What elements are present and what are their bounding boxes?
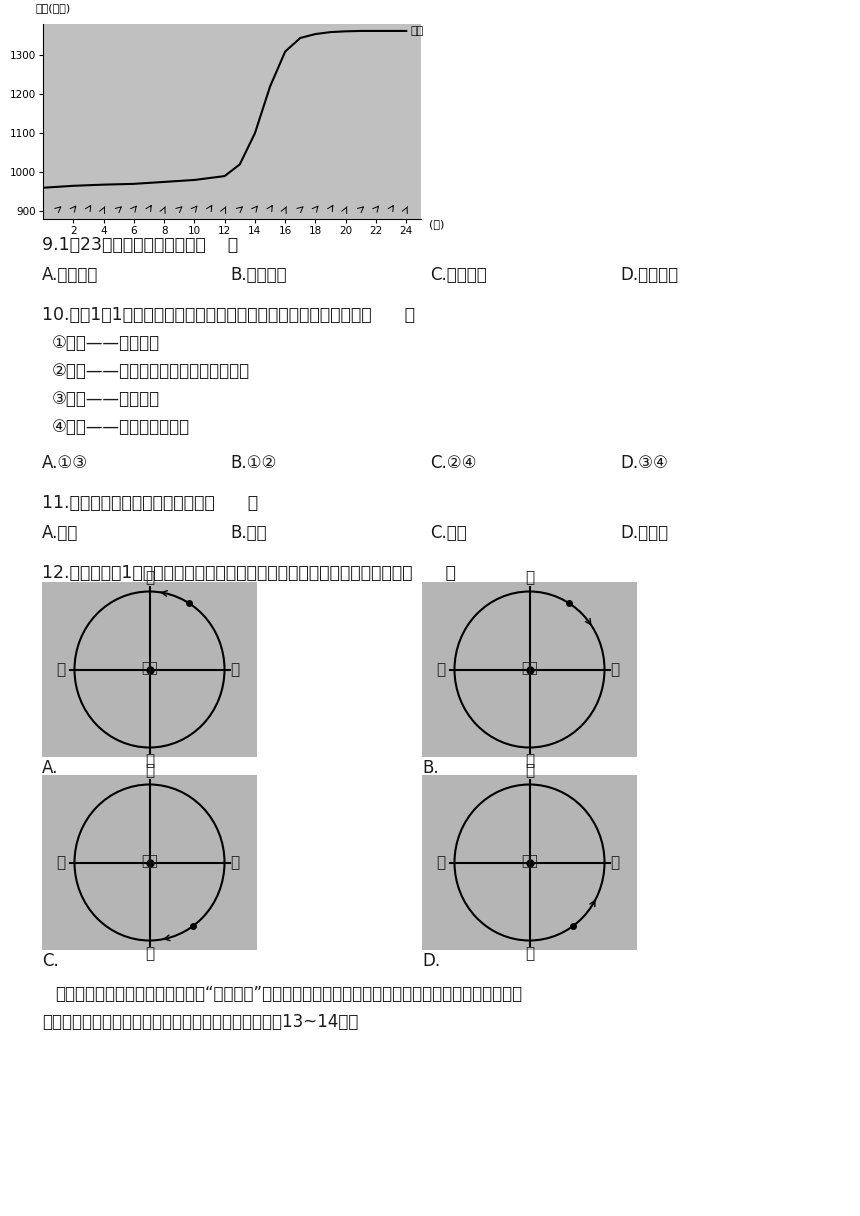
Text: 东: 东 bbox=[611, 662, 619, 677]
Text: 北: 北 bbox=[145, 570, 154, 585]
Text: 小镇: 小镇 bbox=[141, 662, 158, 676]
Text: A.南高北低: A.南高北低 bbox=[42, 266, 98, 285]
Text: B.暖锋: B.暖锋 bbox=[230, 524, 267, 542]
Text: C.: C. bbox=[42, 952, 58, 970]
FancyBboxPatch shape bbox=[422, 582, 637, 758]
Text: C.②④: C.②④ bbox=[430, 454, 476, 472]
Text: 西: 西 bbox=[436, 662, 445, 677]
Text: 11.过境该小镇的天气系统可能是（      ）: 11.过境该小镇的天气系统可能是（ ） bbox=[42, 494, 258, 512]
Text: A.冷锋: A.冷锋 bbox=[42, 524, 78, 542]
Text: ④大雾——慢行，小心驾驶: ④大雾——慢行，小心驾驶 bbox=[52, 418, 190, 437]
Text: B.: B. bbox=[422, 759, 439, 777]
Text: 南: 南 bbox=[145, 754, 154, 769]
Text: 东: 东 bbox=[611, 855, 619, 869]
Text: 12.小明绘制了1月份小镇日出方位及其变动方向示意图，其中正确的一幅是（      ）: 12.小明绘制了1月份小镇日出方位及其变动方向示意图，其中正确的一幅是（ ） bbox=[42, 564, 456, 582]
Text: 北: 北 bbox=[525, 764, 534, 778]
Text: B.①②: B.①② bbox=[230, 454, 276, 472]
Text: 西: 西 bbox=[56, 855, 65, 869]
FancyBboxPatch shape bbox=[42, 582, 257, 758]
Text: 10.推测1月1日定当地气象局提示该镇居民应对气象灾害预警包括（      ）: 10.推测1月1日定当地气象局提示该镇居民应对气象灾害预警包括（ ） bbox=[42, 306, 415, 323]
Text: 9.1月23日小镇附近的气压场（    ）: 9.1月23日小镇附近的气压场（ ） bbox=[42, 236, 238, 254]
Text: 北: 北 bbox=[145, 764, 154, 778]
Text: D.: D. bbox=[422, 952, 440, 970]
Text: (时): (时) bbox=[429, 219, 445, 229]
Text: 南: 南 bbox=[145, 946, 154, 962]
Text: 西: 西 bbox=[436, 855, 445, 869]
FancyBboxPatch shape bbox=[42, 775, 257, 950]
Text: ①寒潮——防寒保暖: ①寒潮——防寒保暖 bbox=[52, 334, 160, 351]
Text: ③暴雨——道路湿滑: ③暴雨——道路湿滑 bbox=[52, 390, 160, 409]
Text: D.③④: D.③④ bbox=[620, 454, 668, 472]
Text: 南: 南 bbox=[525, 754, 534, 769]
Text: 小镇: 小镇 bbox=[141, 855, 158, 868]
Text: A.: A. bbox=[42, 759, 58, 777]
Text: 气压(百帕): 气压(百帕) bbox=[35, 2, 71, 12]
Text: D.东高西低: D.东高西低 bbox=[620, 266, 679, 285]
Text: 北: 北 bbox=[525, 570, 534, 585]
Text: 渔业资源遇受严重破坏。读舟山渔场位置示意图，完成13~14题。: 渔业资源遇受严重破坏。读舟山渔场位置示意图，完成13~14题。 bbox=[42, 1013, 359, 1031]
Text: 西: 西 bbox=[56, 662, 65, 677]
Text: C.西高东低: C.西高东低 bbox=[430, 266, 487, 285]
Text: B.北高南低: B.北高南低 bbox=[230, 266, 286, 285]
Text: 舟山渔场是我国第一大渔场，素有“中国渔都”美称。近年来，由于长期以来的过度捕捞和海洋污染，该地: 舟山渔场是我国第一大渔场，素有“中国渔都”美称。近年来，由于长期以来的过度捕捞和… bbox=[55, 985, 522, 1003]
Text: 南: 南 bbox=[525, 946, 534, 962]
FancyBboxPatch shape bbox=[422, 775, 637, 950]
Text: 东: 东 bbox=[230, 662, 240, 677]
Text: 小镇: 小镇 bbox=[521, 662, 538, 676]
Text: C.气旋: C.气旋 bbox=[430, 524, 467, 542]
Text: ②大风——避免在大树、屋檪等区域停留: ②大风——避免在大树、屋檪等区域停留 bbox=[52, 362, 250, 379]
Text: 东: 东 bbox=[230, 855, 240, 869]
Text: D.反气旋: D.反气旋 bbox=[620, 524, 668, 542]
Text: A.①③: A.①③ bbox=[42, 454, 88, 472]
Text: 气压: 气压 bbox=[411, 26, 424, 36]
Text: 小镇: 小镇 bbox=[521, 855, 538, 868]
